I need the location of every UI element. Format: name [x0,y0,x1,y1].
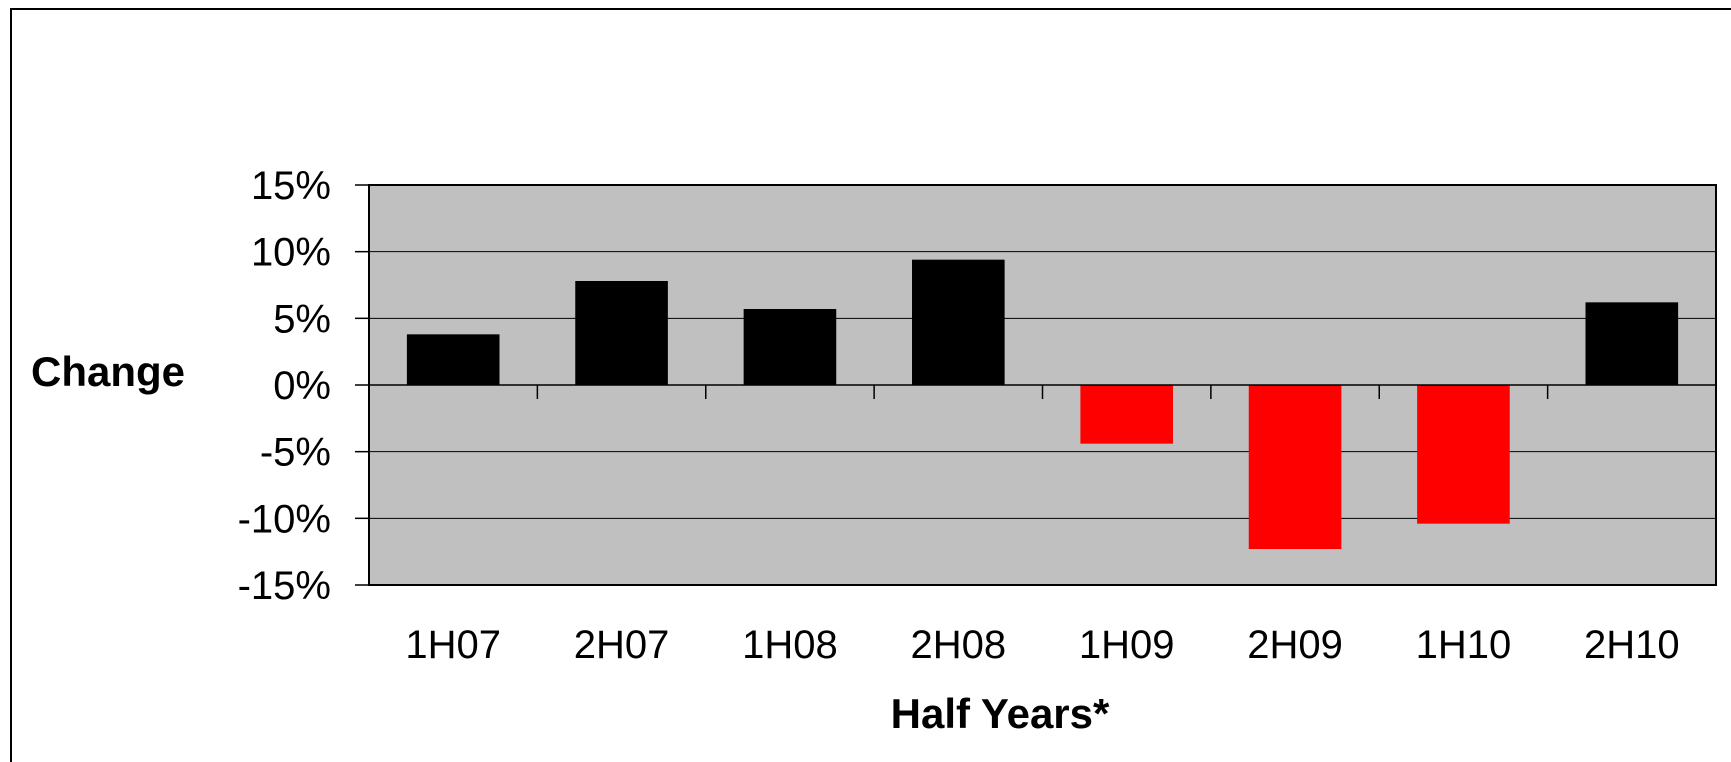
y-axis-title: Change [31,348,185,395]
axes [355,184,1716,586]
bar-1H10 [1417,385,1510,524]
x-tick-label: 2H07 [574,623,670,667]
y-tick-label: 0% [273,364,331,408]
x-axis-title: Half Years* [891,690,1110,737]
y-tick-labels: 15% 10% 5% 0% -5% -10% -15% [238,164,331,608]
chart-frame [10,8,1731,762]
x-tick-label: 2H09 [1247,623,1343,667]
bar-2H08 [912,259,1005,385]
x-tick-label: 1H09 [1079,623,1175,667]
y-tick-label: 5% [273,297,331,341]
bar-2H07 [575,281,668,385]
bar-2H09 [1248,385,1342,549]
bar-1H08 [743,309,837,385]
y-tick-label: 10% [251,231,331,275]
x-tick-label: 1H10 [1416,623,1512,667]
y-tick-label: -5% [260,431,331,475]
y-tick-label: -10% [238,497,331,541]
x-tick-label: 2H08 [911,623,1007,667]
x-tick-labels: 1H07 2H07 1H08 2H08 1H09 2H09 1H10 2H10 [405,623,1679,667]
bar-1H09 [1080,385,1173,444]
bar-2H10 [1585,302,1679,385]
bar-1H07 [406,334,500,385]
x-tick-label: 1H07 [405,623,501,667]
x-tick-label: 1H08 [742,623,838,667]
bars [406,259,1679,549]
y-tick-label: -15% [238,564,331,608]
y-tick-label: 15% [251,164,331,208]
x-tick-label: 2H10 [1584,623,1680,667]
